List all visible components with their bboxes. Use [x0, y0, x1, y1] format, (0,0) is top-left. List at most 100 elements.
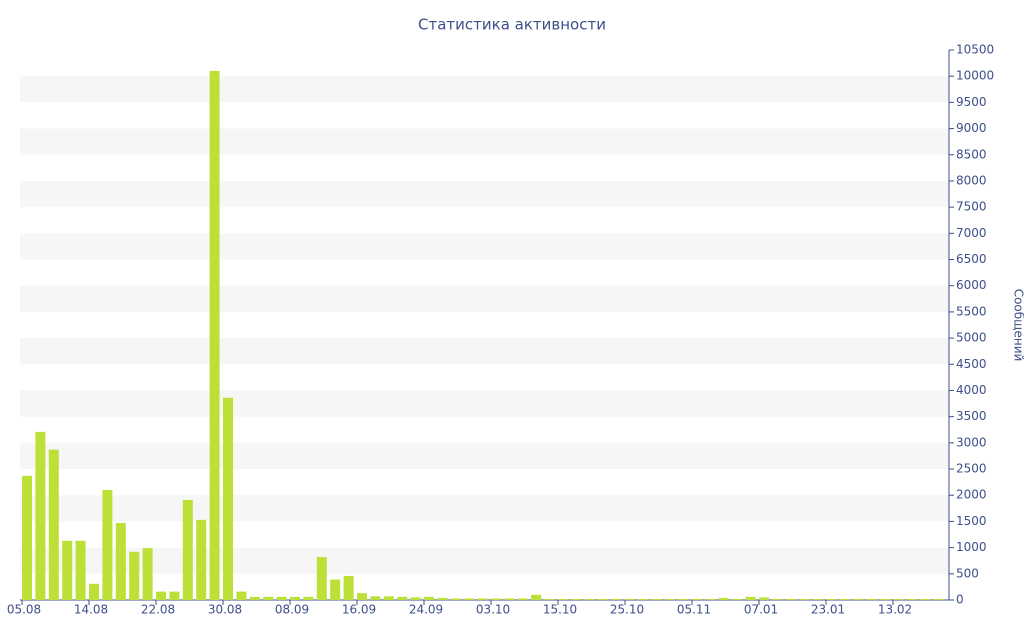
y-tick-label: 6000 [956, 278, 987, 292]
x-tick-label: 30.08 [208, 603, 242, 617]
bar [250, 597, 260, 600]
bar [853, 599, 863, 600]
y-tick-label: 8000 [956, 173, 987, 187]
y-tick-label: 5000 [956, 331, 987, 345]
x-tick-label: 14.08 [74, 603, 108, 617]
grid-band [20, 548, 949, 574]
x-tick-label: 25.10 [610, 603, 644, 617]
bar [236, 592, 246, 600]
bar [866, 599, 876, 600]
bar [424, 597, 434, 600]
bar [478, 598, 488, 600]
bar [518, 598, 528, 600]
bar [344, 576, 354, 600]
bar [612, 599, 622, 600]
grid-band [20, 495, 949, 521]
bar [210, 71, 220, 600]
y-tick-label: 7000 [956, 226, 987, 240]
grid-band [20, 286, 949, 312]
bar [303, 597, 313, 600]
bar [464, 598, 474, 600]
bar [732, 599, 742, 600]
bar [411, 597, 421, 600]
chart-title: Статистика активности [418, 16, 606, 34]
bar [169, 592, 179, 600]
x-tick-label: 22.08 [141, 603, 175, 617]
bar [813, 599, 823, 600]
grid-band [20, 129, 949, 155]
bar [384, 596, 394, 600]
bar [826, 599, 836, 600]
bar [277, 597, 287, 600]
bar [571, 599, 581, 600]
bar [35, 432, 45, 600]
bar [585, 599, 595, 600]
y-tick-label: 1500 [956, 514, 987, 528]
x-tick-label: 05.08 [7, 603, 41, 617]
bar [705, 599, 715, 600]
y-tick-label: 4500 [956, 357, 987, 371]
x-tick-label: 08.09 [275, 603, 309, 617]
bar [880, 599, 890, 600]
bar [491, 598, 501, 600]
x-tick-label: 16.09 [342, 603, 376, 617]
y-tick-label: 10000 [956, 69, 994, 83]
bar [719, 598, 729, 600]
bar [652, 599, 662, 600]
bar [638, 599, 648, 600]
x-tick-label: 05.11 [677, 603, 711, 617]
grid-band [20, 390, 949, 416]
y-tick-label: 3500 [956, 409, 987, 423]
y-tick-label: 7500 [956, 200, 987, 214]
bar [89, 584, 99, 600]
bar [143, 548, 153, 600]
bar [196, 520, 206, 600]
bar [223, 398, 233, 600]
bar [799, 599, 809, 600]
bar [49, 450, 59, 600]
bar [116, 523, 126, 600]
bar [156, 592, 166, 600]
grid-band [20, 338, 949, 364]
bar [679, 599, 689, 600]
bar [772, 599, 782, 600]
bar [920, 599, 930, 600]
bar [129, 552, 139, 600]
y-tick-label: 10500 [956, 43, 994, 57]
y-tick-label: 5500 [956, 304, 987, 318]
bar [839, 599, 849, 600]
bar [692, 599, 702, 600]
bar [759, 597, 769, 600]
bar [545, 599, 555, 600]
x-tick-label: 03.10 [476, 603, 510, 617]
x-tick-label: 23.01 [811, 603, 845, 617]
bar [370, 596, 380, 600]
bar [357, 593, 367, 600]
bar [665, 599, 675, 600]
bar [746, 597, 756, 600]
bar [451, 598, 461, 600]
bar [906, 599, 916, 600]
y-tick-label: 1000 [956, 540, 987, 554]
bar [558, 599, 568, 600]
y-tick-label: 3000 [956, 435, 987, 449]
grid-band [20, 443, 949, 469]
x-tick-label: 13.02 [878, 603, 912, 617]
bar [62, 541, 72, 600]
y-tick-label: 8500 [956, 147, 987, 161]
y-axis-label: Сообщений [1012, 289, 1024, 362]
y-tick-label: 500 [956, 566, 979, 580]
bar [504, 598, 514, 600]
y-tick-label: 2500 [956, 462, 987, 476]
bar [330, 580, 340, 600]
bar [598, 599, 608, 600]
y-tick-label: 6500 [956, 252, 987, 266]
bar [22, 476, 32, 600]
grid-band [20, 76, 949, 102]
grid-band [20, 233, 949, 259]
bar [625, 599, 635, 600]
y-tick-label: 0 [956, 593, 964, 607]
bar [317, 557, 327, 600]
bar [263, 597, 273, 600]
